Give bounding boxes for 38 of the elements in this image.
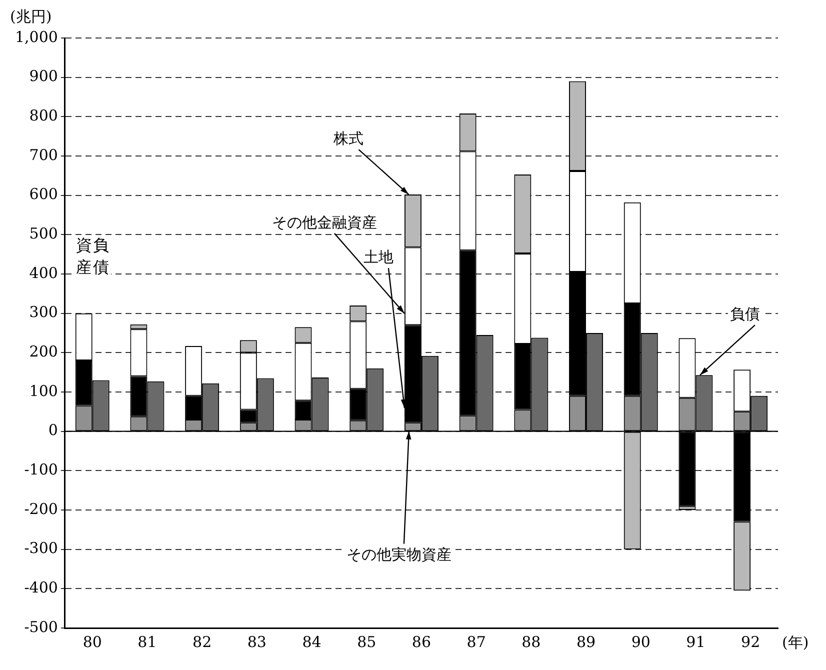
x-tick-label: 84: [302, 632, 322, 651]
x-axis-title: (年): [782, 633, 809, 652]
y-tick-label: -500: [24, 618, 58, 636]
annotation: 負債: [92, 236, 109, 277]
y-tick-label: 0: [48, 421, 58, 440]
text: 株式: [332, 129, 364, 148]
y-tick-label: 100: [29, 382, 58, 400]
x-tick-label: 86: [412, 632, 432, 651]
x-tick-label: 80: [82, 632, 102, 651]
x-tick-label: 85: [357, 632, 376, 651]
x-tick-label: 81: [138, 632, 157, 651]
y-tick-label: 900: [29, 67, 58, 86]
y-tick-label: 400: [29, 264, 58, 282]
x-tick-label: 90: [631, 632, 650, 651]
text: 土地: [363, 248, 394, 266]
x-tick-label: 82: [192, 632, 212, 651]
x-tick-label: 91: [686, 632, 706, 651]
x-tick-label: 87: [466, 632, 486, 651]
y-tick-label: 500: [29, 224, 58, 243]
y-tick-label: 300: [29, 303, 58, 322]
x-tick-label: 89: [576, 632, 596, 651]
y-tick-label: -400: [24, 578, 58, 597]
y-tick-label: -300: [24, 539, 58, 558]
text: 負債: [730, 304, 760, 323]
y-tick-label: 800: [29, 106, 58, 125]
y-tick-label: 700: [29, 146, 58, 164]
y-tick-label: 200: [29, 342, 58, 361]
y-tick-label: 1,000: [14, 28, 58, 46]
x-tick-label: 88: [522, 632, 541, 651]
x-tick-label: 83: [247, 632, 266, 651]
text: その他実物資産: [346, 546, 452, 564]
x-tick-label: 92: [741, 632, 760, 651]
y-tick-label: -200: [24, 500, 58, 518]
y-axis-title: (兆円): [10, 7, 52, 26]
text: その他金融資産: [272, 213, 377, 232]
y-tick-label: 600: [29, 185, 58, 204]
y-tick-label: -100: [24, 460, 58, 479]
annotation: 資産: [76, 236, 92, 277]
